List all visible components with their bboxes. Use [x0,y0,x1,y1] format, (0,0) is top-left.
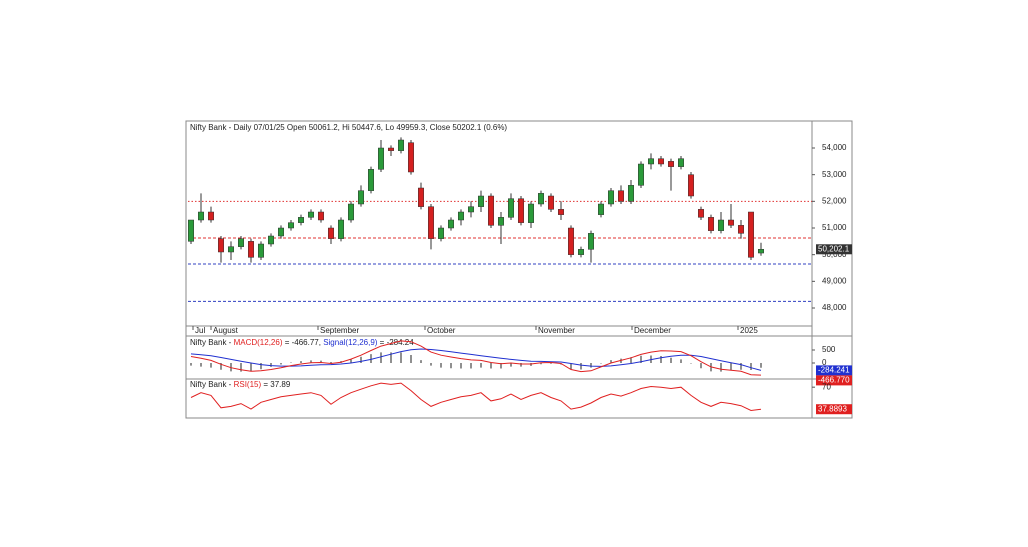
candle-body [358,190,364,205]
x-tick-label: October [427,326,456,335]
last-price-box [816,244,852,255]
candle-body [488,195,494,226]
candle-body [368,169,374,191]
y-tick-label: 500 [822,345,836,354]
candle-body [338,219,344,239]
rsi-line [190,382,762,412]
y-tick-label: 49,000 [822,276,847,285]
candle-body [618,190,624,202]
panel-title: Nifty Bank - RSI(15) = 37.89 [190,380,291,389]
candle-body [658,158,664,165]
candle-body [218,238,224,253]
candle-body [578,249,584,255]
panel-title-part: Signal(12,26,9) [323,338,378,347]
panel-title-part: = -466.77, [282,338,323,347]
candle-body [458,211,464,221]
candle-body [318,211,324,221]
candle-body [378,147,384,170]
x-tick-label: September [320,326,359,335]
candle-body [328,227,334,239]
y-tick-label: 52,000 [822,196,847,205]
x-tick-label: 2025 [740,326,758,335]
candle-body [508,198,514,218]
candle-body [708,217,714,231]
candle-body [248,241,254,258]
candle-body [598,203,604,215]
frame [185,120,853,419]
y-tick-label: 48,000 [822,303,847,312]
candle-body [688,174,694,197]
last-price-label: 50,202.1 [818,244,850,253]
candle-body [638,163,644,186]
candle-body [188,219,194,242]
chart-title: Nifty Bank - Daily 07/01/25 Open 50061.2… [190,123,507,132]
x-tick-label: November [538,326,575,335]
candle-body [388,147,394,151]
candle-body [228,246,234,253]
x-tick-label: Jul [195,326,205,335]
panel-title-part: RSI(15) [234,380,262,389]
signal-line [190,348,762,371]
candle-body [348,203,354,221]
macd-line [190,340,762,376]
candle-body [528,203,534,223]
y-tick-label: 70 [822,382,831,391]
macd-value-label: -466.770 [818,375,850,384]
panel-title-part: Nifty Bank - [190,380,234,389]
x-tick-label: December [634,326,671,335]
candle-body [448,219,454,229]
candle-body [758,249,764,254]
candle-body [748,211,754,258]
candle-body [538,193,544,205]
candle-body [588,233,594,250]
candle-body [678,158,684,167]
y-tick-label: 54,000 [822,143,847,152]
candle-body [468,206,474,213]
panel-title-part: Nifty Bank - [190,338,234,347]
candle-body [718,219,724,231]
candle-body [298,217,304,223]
candle-body [668,161,674,167]
candle-body [428,206,434,239]
candle-body [238,238,244,247]
candle-body [628,185,634,202]
rsi-value-label: 37.8893 [818,404,847,413]
rsi-value-box [816,404,852,415]
candle-body [738,225,744,234]
panel-title-part: = 37.89 [261,380,291,389]
candle-body [518,198,524,223]
candle-body [568,227,574,255]
panel-title-part: MACD(12,26) [234,338,283,347]
candle-body [408,142,414,173]
x-tick-label: August [213,326,239,335]
candle-body [308,211,314,218]
candle-body [418,187,424,207]
candle-body [698,209,704,218]
candle-body [258,243,264,258]
candle-body [478,195,484,207]
candle-body [558,209,564,215]
candle-body [398,139,404,151]
y-tick-label: 53,000 [822,170,847,179]
signal-value-box [816,365,852,376]
candle-body [548,195,554,210]
candle-body [198,211,204,221]
macd-value-box [816,375,852,386]
signal-value-label: -284.241 [818,365,850,374]
candle-body [728,219,734,226]
candle-body [288,222,294,229]
candle-body [268,235,274,245]
candle-body [498,217,504,226]
candle-body [608,190,614,205]
candle-body [648,158,654,165]
candle-body [208,211,214,221]
candle-body [438,227,444,239]
y-tick-label: 0 [822,358,827,367]
y-tick-label: 51,000 [822,223,847,232]
candle-body [278,227,284,237]
